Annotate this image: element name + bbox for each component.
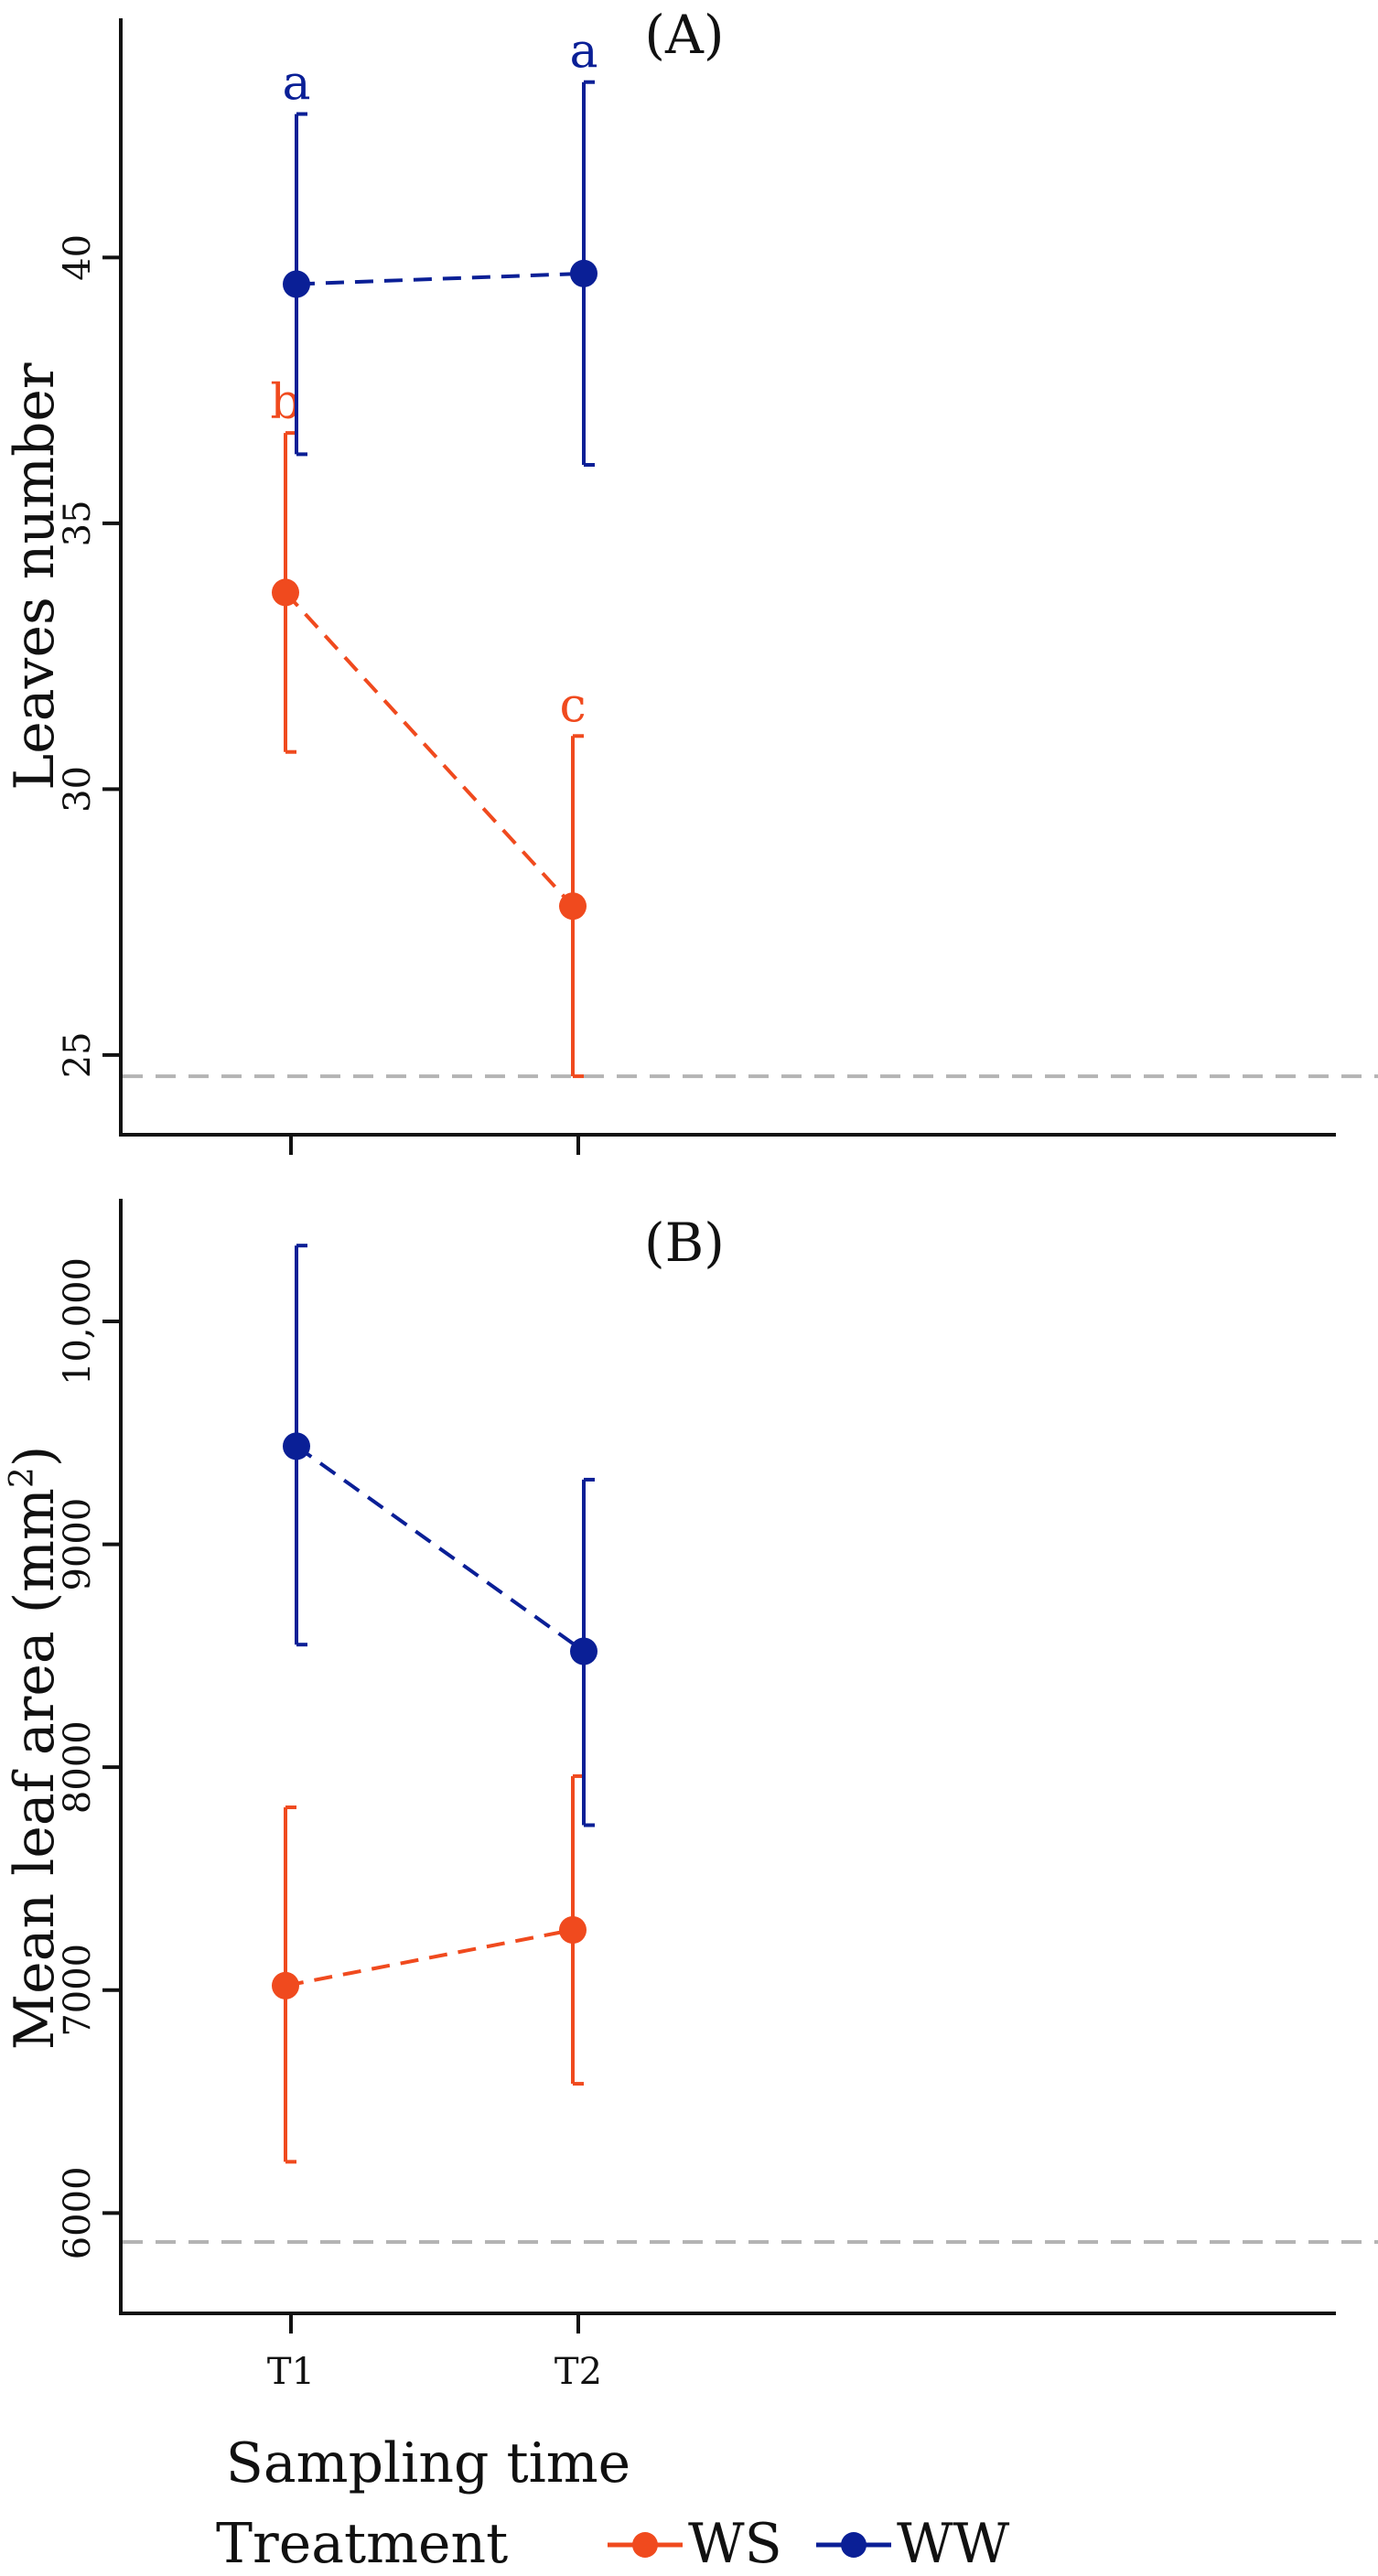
panel-a-y-axis-title: Leaves number [3,362,67,790]
legend-ws-marker [632,2532,658,2558]
panel-a-y-tick-label-30: 30 [57,766,99,813]
panel-a-ws-t2-significance-letter: c [559,678,586,733]
legend-ww-label: WW [897,2512,1010,2576]
panel-b-y-ticks: 6000 7000 8000 9000 10,000 [57,1257,121,2259]
panel-b-y-axis-title: Mean leaf area (mm2) [3,1446,67,2051]
panel-b-y-tick-label-6000: 6000 [57,2166,99,2259]
panel-b-y-tick-label-7000: 7000 [57,1944,99,2037]
panel-a-ws-line [284,591,575,908]
panel-a-ws-t2-point [559,892,587,921]
legend: Treatment WS WW [216,2512,1010,2576]
panel-a-y-ticks: 25 30 35 40 [57,234,121,1078]
panel-b-y-tick-label-8000: 8000 [57,1720,99,1814]
panel-a-ww-t1-significance-letter: a [282,57,310,112]
panel-a-y-tick-label-35: 35 [57,500,99,546]
panel-b: T1 T2 6000 7000 8000 9000 10,000 Mean leaf a… [3,1199,1378,2393]
panel-b-y-axis-title-main: Mean leaf area (mm [3,1488,67,2050]
panel-b-y-axis-title-end: ) [3,1446,67,1467]
panel-b-ww-line [295,1444,586,1654]
x-tick-label-t2: T2 [554,2351,602,2393]
panel-a-ww-t1-point [283,270,310,298]
panel-a-ww-t2-significance-letter: a [569,25,597,80]
legend-title: Treatment [216,2512,508,2576]
panel-b-ws-t1-point [272,1971,299,1999]
panel-b-y-tick-label-10000: 10,000 [57,1257,99,1385]
panel-b-ww-t2-point [570,1637,597,1665]
x-axis-title: Sampling time [226,2431,630,2495]
panel-b-ws-t2-point [559,1916,587,1945]
panel-b-marks [123,1244,1378,2245]
panel-b-y-tick-label-9000: 9000 [57,1498,99,1591]
panel-a-y-tick-label-40: 40 [57,234,99,281]
panel-b-label: (B) [644,1212,725,1274]
panel-a-ww-line [296,271,585,286]
panel-a-y-tick-label-25: 25 [57,1031,99,1078]
panel-a-label: (A) [644,4,724,66]
panel-b-ws-line [285,1928,574,1988]
legend-ww-marker [841,2532,867,2558]
panel-a-ws-t1-point [272,578,299,607]
x-tick-label-t1: T1 [267,2351,315,2393]
panel-a-ww-t2-point [570,259,597,287]
legend-ws-label: WS [688,2512,782,2576]
panel-b-ww-t1-point [283,1432,310,1460]
panel-b-y-axis-title-sup: 2 [4,1467,41,1488]
